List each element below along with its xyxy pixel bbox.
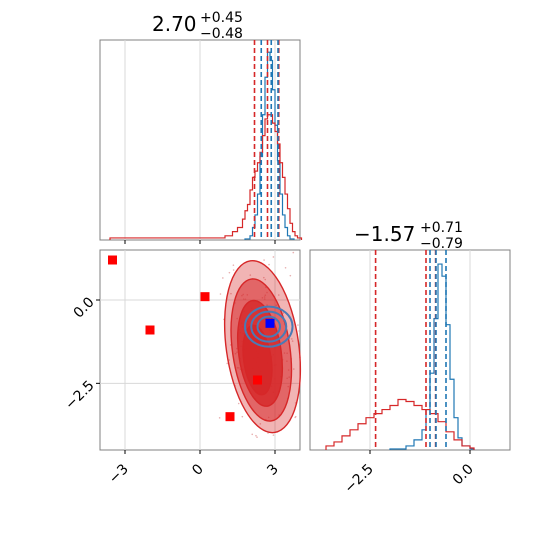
sample-dot bbox=[272, 434, 275, 436]
sample-dot bbox=[259, 423, 262, 425]
title-lower-error: −0.48 bbox=[200, 26, 243, 42]
sample-dot bbox=[219, 293, 222, 295]
histogram-step-line bbox=[109, 114, 303, 240]
sample-dot bbox=[284, 266, 287, 269]
sample-dot bbox=[230, 292, 232, 295]
axes-frame bbox=[309, 249, 511, 451]
sample-dot bbox=[292, 251, 295, 254]
histogram-series bbox=[325, 263, 475, 450]
sample-dot bbox=[222, 277, 224, 279]
red-square-marker bbox=[253, 375, 262, 385]
histogram-step-line bbox=[389, 263, 475, 450]
blue-contours bbox=[244, 305, 294, 348]
sample-dot bbox=[294, 415, 297, 418]
title-upper-error: +0.45 bbox=[200, 10, 243, 26]
sample-dot bbox=[268, 263, 270, 266]
sample-dot bbox=[272, 256, 275, 258]
red-square-marker bbox=[145, 325, 155, 335]
sample-dot bbox=[277, 294, 280, 296]
sample-dot bbox=[251, 433, 254, 436]
sample-dot bbox=[226, 362, 228, 365]
sample-dot bbox=[291, 340, 294, 342]
red-square-marker bbox=[200, 292, 210, 302]
sample-dot bbox=[289, 274, 292, 277]
histogram-param-1: 2.70 +0.45 −0.48 bbox=[99, 10, 303, 244]
red-contour bbox=[242, 324, 273, 396]
sample-dot bbox=[291, 338, 293, 340]
sample-dot bbox=[263, 259, 265, 261]
sample-dot bbox=[232, 264, 235, 266]
red-square-marker bbox=[225, 412, 235, 422]
sample-dot bbox=[255, 434, 257, 437]
sample-dot bbox=[218, 417, 221, 419]
sample-dot bbox=[249, 274, 252, 276]
quantile-lines bbox=[374, 250, 447, 450]
sample-dot bbox=[237, 402, 240, 405]
title-value: −1.57 bbox=[354, 222, 415, 246]
markers bbox=[108, 255, 275, 422]
red-square-marker bbox=[108, 255, 117, 265]
quantile-lines bbox=[253, 40, 280, 240]
sample-dot bbox=[264, 278, 267, 281]
title-upper-error: +0.71 bbox=[420, 220, 463, 236]
sample-dot bbox=[228, 359, 230, 361]
blue-square-marker bbox=[265, 318, 275, 328]
blue-contour bbox=[244, 305, 294, 348]
grid bbox=[369, 250, 471, 450]
sample-dot bbox=[293, 368, 295, 370]
blue-contour bbox=[256, 315, 281, 338]
title-value: 2.70 bbox=[152, 12, 197, 36]
sample-dot bbox=[241, 415, 244, 418]
histogram-step-line bbox=[325, 398, 475, 450]
sample-dot bbox=[297, 324, 299, 326]
sample-dot bbox=[232, 269, 235, 271]
sample-dot bbox=[228, 271, 231, 274]
sample-dot bbox=[298, 330, 300, 332]
sample-dot bbox=[263, 276, 265, 279]
sample-dot bbox=[282, 312, 285, 314]
grid bbox=[124, 40, 276, 244]
blue-contour bbox=[250, 310, 288, 343]
sample-dot bbox=[256, 436, 258, 438]
title-lower-error: −0.79 bbox=[420, 236, 463, 252]
